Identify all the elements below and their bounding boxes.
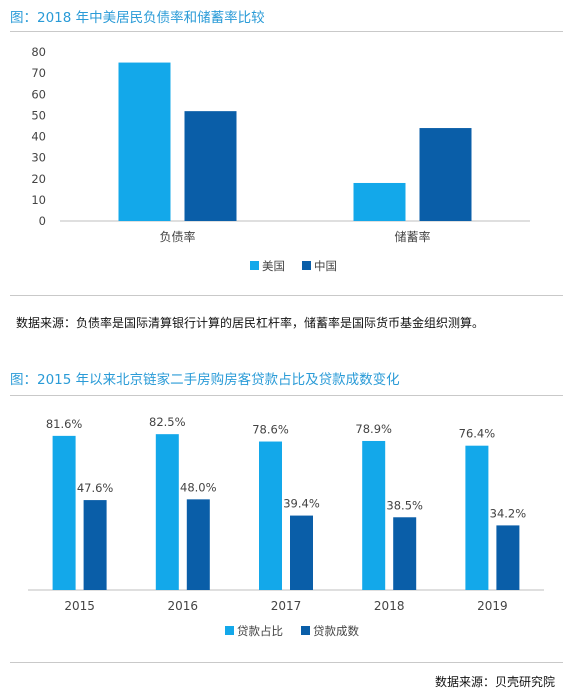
legend-label: 贷款成数 (313, 624, 359, 638)
bar (155, 434, 179, 590)
y-tick-label: 70 (31, 66, 46, 80)
x-tick-label: 2019 (477, 599, 508, 613)
divider-chart1-bottom (10, 295, 563, 296)
data-label: 47.6% (77, 481, 114, 495)
chart2-plot: 81.6% 47.6% 2015 82.5% 48.0% 2016 78.6% 39.4% 20… (28, 415, 544, 638)
x-tick-label: 2018 (374, 599, 405, 613)
legend-label: 中国 (314, 259, 337, 273)
x-tick-label: 储蓄率 (394, 229, 430, 244)
data-label: 34.2% (490, 506, 527, 520)
legend-label: 美国 (262, 259, 285, 273)
data-label: 81.6% (46, 417, 83, 431)
data-label: 78.9% (355, 422, 392, 436)
legend-label: 贷款占比 (237, 624, 283, 638)
bar (52, 435, 76, 590)
x-tick-label: 2016 (168, 599, 199, 613)
data-label: 82.5% (149, 415, 186, 429)
bar (465, 445, 489, 590)
legend-swatch (301, 626, 310, 635)
bar (393, 517, 417, 590)
chart2-title: 图：2015 年以来北京链家二手房购房客贷款占比及贷款成数变化 (10, 372, 400, 388)
data-label: 48.0% (180, 480, 217, 494)
y-tick-label: 50 (31, 108, 46, 122)
y-tick-label: 20 (31, 172, 46, 186)
y-tick-label: 80 (31, 45, 46, 59)
y-tick-label: 30 (31, 151, 46, 165)
y-tick-label: 40 (31, 130, 46, 144)
data-label: 38.5% (386, 498, 423, 512)
bar (362, 440, 386, 590)
legend-swatch (302, 261, 311, 270)
data-label: 78.6% (252, 423, 289, 437)
legend-swatch (250, 261, 259, 270)
bar (184, 111, 237, 221)
chart1-title: 图：2018 年中美居民负债率和储蓄率比较 (10, 10, 265, 26)
y-tick-label: 0 (39, 214, 46, 228)
y-tick-label: 10 (31, 193, 46, 207)
legend-swatch (225, 626, 234, 635)
y-tick-label: 60 (31, 87, 46, 101)
bar (496, 525, 520, 590)
bar (290, 515, 313, 590)
x-tick-label: 负债率 (159, 229, 195, 244)
bar (419, 128, 472, 221)
data-label: 76.4% (459, 427, 496, 441)
bar (259, 441, 282, 590)
x-tick-label: 2017 (271, 599, 302, 613)
divider-top (10, 31, 563, 32)
divider-chart2-top (10, 395, 563, 396)
source-note-1: 数据来源：负债率是国际清算银行计算的居民杠杆率，储蓄率是国际货币基金组织测算。 (16, 316, 485, 330)
bar (83, 500, 107, 590)
bar (118, 62, 171, 221)
divider-bottom (10, 662, 563, 663)
source-note-2: 数据来源：贝壳研究院 (434, 675, 555, 689)
x-tick-label: 2015 (64, 599, 95, 613)
bar (186, 499, 210, 590)
data-label: 39.4% (283, 497, 320, 511)
bar (353, 182, 406, 221)
